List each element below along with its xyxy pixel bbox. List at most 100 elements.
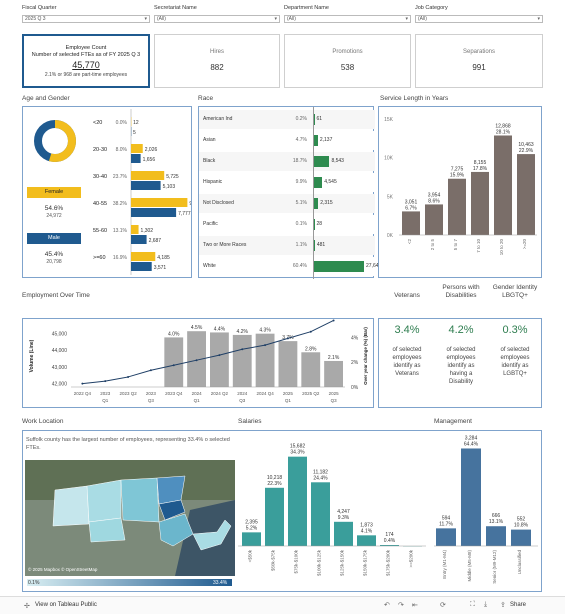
management-category: Unclassified <box>517 550 522 575</box>
service-value: 10,463 <box>518 142 534 148</box>
management-value: 552 <box>517 517 526 523</box>
male-count: 20,798 <box>46 259 62 265</box>
persons-desc-line: employees <box>500 355 530 361</box>
persons-desc: of selected employees identify as LGBTQ+ <box>488 346 542 378</box>
promotions-card[interactable]: Promotions 538 <box>284 34 411 88</box>
employment-combo-chart[interactable]: 42,000 43,000 44,000 45,000 0% 2% 4% Volume (Li… <box>23 319 373 407</box>
employment-volume-point <box>218 354 221 357</box>
separations-value: 991 <box>472 63 486 72</box>
race-bar <box>314 240 315 251</box>
persons-desc-line: of selected <box>392 347 422 353</box>
female-badge[interactable]: Female <box>27 187 81 198</box>
service-pct: 17.8% <box>473 166 488 172</box>
refresh-icon[interactable]: ⟳ <box>440 602 446 609</box>
age-male-value: 5 <box>133 130 136 136</box>
race-name: Pacific <box>203 221 218 227</box>
gender-donut[interactable] <box>31 117 79 165</box>
filter-value: (All) <box>287 16 296 22</box>
management-bar <box>436 528 456 546</box>
age-male-bar <box>131 208 177 217</box>
expand-icon[interactable]: ⛶ <box>470 601 475 608</box>
employment-yoy-bar <box>210 332 229 387</box>
race-row[interactable]: Black 18.7% 8,543 <box>199 152 375 171</box>
massachusetts-map[interactable] <box>25 460 235 576</box>
salary-pct: 34.3% <box>290 450 305 456</box>
salary-category: $100k-$125k <box>317 549 322 576</box>
employment-volume-point <box>195 359 198 362</box>
race-bar <box>314 114 315 125</box>
salary-pct: 4.1% <box>361 528 373 534</box>
race-bar <box>314 261 364 272</box>
service-pct: 22.9% <box>519 148 534 154</box>
filter-dropdown[interactable]: (All) ▾ <box>154 15 280 23</box>
race-row[interactable]: Pacific 0.1% 28 <box>199 215 375 234</box>
revert-icon[interactable]: ⇤ <box>412 602 418 609</box>
download-icon[interactable]: ⤓ <box>484 601 488 608</box>
salary-bar <box>265 487 284 546</box>
service-value: 3,051 <box>405 199 418 205</box>
salary-category: $50k-$75k <box>271 549 276 571</box>
management-bar <box>461 448 481 546</box>
salary-category: <$50k <box>248 549 253 562</box>
service-category: >=20 <box>522 239 527 250</box>
filter-dropdown[interactable]: (All) ▾ <box>415 15 543 23</box>
persons-panel <box>378 318 542 408</box>
share-icon[interactable]: ⇪ <box>500 602 506 609</box>
employment-x-label: Q1 <box>102 398 109 403</box>
filter-dropdown[interactable]: 2025 Q 3 ▾ <box>22 15 150 23</box>
age-male-value: 3,571 <box>154 265 167 271</box>
race-pct: 18.7% <box>292 158 307 164</box>
employment-yoy-bar <box>255 333 275 387</box>
employment-x-label: Q3 <box>331 398 338 403</box>
undo-icon[interactable]: ↶ <box>384 602 390 609</box>
map-legend-bar <box>27 579 232 586</box>
redo-icon[interactable]: ↷ <box>398 602 404 609</box>
service-pct: 28.1% <box>496 129 511 135</box>
employment-yoy-label: 4.2% <box>237 329 249 335</box>
male-badge[interactable]: Male <box>27 233 81 244</box>
service-value: 8,155 <box>474 160 487 166</box>
employment-x-label: 2024 Q4 <box>256 391 274 396</box>
race-row[interactable]: Asian 4.7% 2,137 <box>199 131 375 150</box>
age-female-bar <box>131 252 156 261</box>
age-pct-label: 38.2% <box>113 201 128 207</box>
age-pct-label: 0.0% <box>116 120 128 126</box>
race-name: Hispanic <box>203 179 223 185</box>
race-row[interactable]: Two or More Races 1.1% 481 <box>199 236 375 255</box>
age-female-value: 12 <box>133 120 139 126</box>
race-row[interactable]: Hispanic 9.9% 4,545 <box>199 173 375 192</box>
employee-count-card[interactable]: Employee Count Number of selected FTEs as… <box>22 34 150 88</box>
filter-dropdown[interactable]: (All) ▾ <box>284 15 411 23</box>
employment-ytick: 42,000 <box>52 382 68 388</box>
race-row[interactable]: American Ind 0.2% 61 <box>199 110 375 129</box>
separations-card[interactable]: Separations 991 <box>415 34 543 88</box>
employment-volume-point <box>127 375 130 378</box>
salary-value: 2,395 <box>245 519 258 525</box>
persons-desc: of selected employees identify as Veterans <box>380 346 434 378</box>
share-button[interactable]: Share <box>510 602 527 608</box>
salary-category: $175k-$200k <box>386 549 391 576</box>
management-category: Middle (M5-M8) <box>467 550 472 582</box>
persons-title: Gender Identity LBGTQ+ <box>492 284 538 299</box>
filter-label: Job Category <box>415 5 448 11</box>
employment-yoy-label: 2.1% <box>328 355 340 361</box>
view-on-tableau-link[interactable]: View on Tableau Public <box>35 602 97 608</box>
race-row[interactable]: White 60.4% 27,640 <box>199 257 381 276</box>
employment-x-label: Q3 <box>148 398 155 403</box>
tableau-icon: ✢ <box>24 603 30 610</box>
race-bar <box>314 177 323 188</box>
age-bar-chart[interactable]: <20 0.0% 12 5 20-30 8.0% 2,026 1,656 30-40 23.7% 5… <box>83 109 191 275</box>
employment-x-label: 2023 <box>146 391 157 396</box>
race-name: Asian <box>203 137 216 143</box>
race-row[interactable]: Not Disclosed 5.1% 2,315 <box>199 194 375 213</box>
persons-desc-line: Disability <box>448 379 473 385</box>
employment-x-label: 2023 Q4 <box>165 391 183 396</box>
hires-card[interactable]: Hires 882 <box>154 34 280 88</box>
race-panel: American Ind 0.2% 61 Asian 4.7% 2,137 Black 18.… <box>198 106 381 279</box>
age-female-bar <box>131 198 188 207</box>
persons-desc-line: Veterans <box>395 371 419 377</box>
service-bar <box>494 135 512 235</box>
